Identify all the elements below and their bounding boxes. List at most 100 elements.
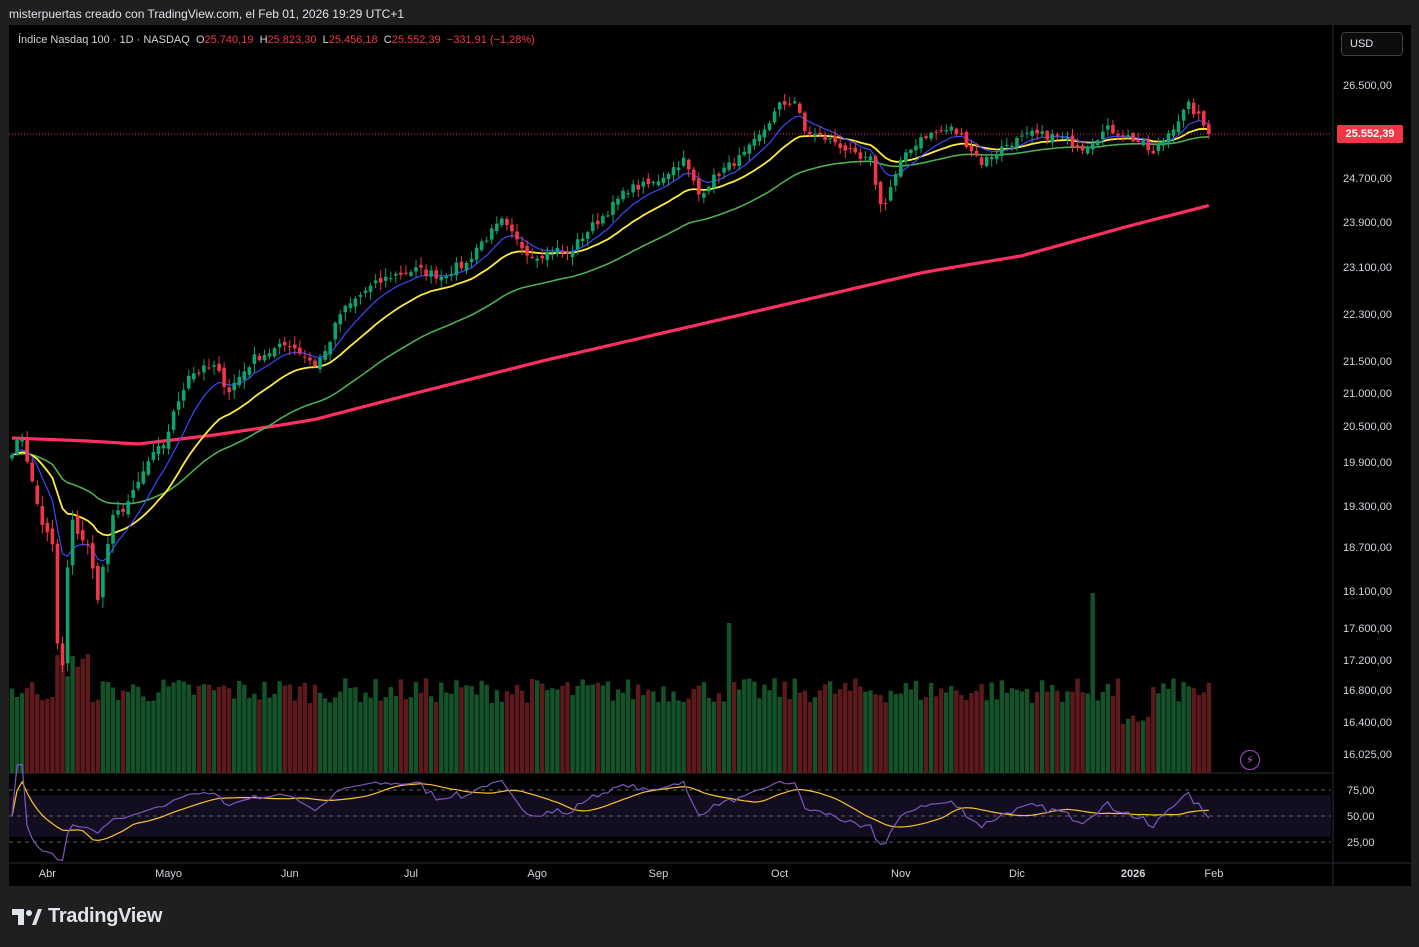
time-tick-label: Dic (1009, 868, 1025, 880)
candle-body (505, 218, 509, 226)
candle-body (1207, 124, 1211, 134)
candle-body (399, 272, 403, 275)
candle-body (91, 543, 95, 569)
volume-bar (338, 691, 343, 773)
candle-body (378, 277, 383, 283)
volume-bar (585, 685, 590, 773)
candle-body (80, 530, 85, 541)
candle-body (580, 238, 585, 242)
candle-body (934, 131, 938, 133)
volume-bar (994, 699, 999, 773)
volume-bar (555, 689, 560, 773)
candle-body (611, 201, 615, 215)
volume-bar (1196, 695, 1201, 773)
candle-body (570, 251, 575, 258)
candle-body (50, 528, 55, 545)
candle-body (121, 508, 125, 512)
lightning-icon[interactable]: ⚡ (1240, 750, 1260, 770)
volume-bar (1135, 721, 1141, 773)
volume-bar (1070, 691, 1075, 773)
volume-bar (1019, 691, 1025, 773)
volume-bar (792, 678, 797, 773)
price-tick-label: 17.600,00 (1343, 623, 1392, 635)
volume-bar (1191, 687, 1196, 773)
volume-bar (928, 682, 934, 773)
volume-bar (691, 688, 696, 773)
volume-bar (14, 696, 20, 773)
time-tick-label: 2026 (1121, 868, 1145, 880)
volume-bar (752, 681, 757, 773)
candle-body (202, 365, 206, 373)
price-chart[interactable]: 26.500,00 24.700,00 23.900,00 23.100,00 22.3… (9, 25, 1411, 886)
volume-bar (1034, 692, 1040, 773)
volume-bar (191, 694, 196, 773)
volume-bar (40, 700, 45, 773)
candle-body (495, 223, 499, 232)
candle-body (873, 156, 878, 185)
volume-bar (651, 691, 656, 773)
volume-bar (615, 689, 621, 773)
candle-body (217, 363, 221, 371)
candle-body (676, 167, 681, 171)
candle-body (212, 365, 216, 367)
open-label: O (195, 34, 205, 46)
volume-bar (1040, 680, 1045, 773)
volume-bar (302, 682, 308, 773)
volume-bar (363, 692, 368, 773)
volume-bar (893, 694, 898, 773)
chart-panel[interactable]: 26.500,00 24.700,00 23.900,00 23.100,00 22.3… (9, 25, 1411, 886)
candle-body (1085, 146, 1090, 154)
volume-bar (944, 692, 949, 773)
candle-body (489, 228, 494, 240)
volume-bar (1146, 716, 1151, 773)
candle-body (454, 262, 459, 276)
volume-bar (858, 686, 863, 773)
candle-body (10, 454, 14, 459)
candle-body (585, 232, 590, 239)
volume-bar (933, 696, 939, 773)
volume-bar (1004, 692, 1010, 773)
volume-bar (252, 693, 257, 773)
volume-bar (287, 684, 292, 773)
candle-body (484, 240, 489, 242)
volume-bar (186, 684, 191, 773)
candle-body (161, 445, 166, 449)
candle-body (792, 101, 797, 104)
volume-bar (1029, 702, 1035, 773)
volume-bar (348, 688, 353, 773)
volume-bar (681, 701, 686, 773)
volume-bar (297, 686, 303, 773)
volume-bar (873, 694, 878, 773)
candle-body (1025, 132, 1029, 134)
candle-body (1095, 140, 1100, 146)
candle-body (828, 138, 832, 140)
candle-body (1040, 131, 1044, 134)
candle-body (1176, 121, 1181, 133)
candle-body (737, 155, 741, 167)
candle-body (853, 147, 858, 153)
candle-body (75, 515, 80, 534)
currency-button[interactable]: USD (1341, 32, 1403, 56)
volume-bar (898, 693, 903, 773)
candle-body (893, 174, 898, 186)
candle-body (1151, 150, 1156, 154)
instrument-label[interactable]: Índice Nasdaq 100 · 1D · NASDAQ (18, 34, 190, 46)
volume-bar (661, 686, 666, 773)
candle-body (70, 519, 75, 566)
candle-body (661, 177, 666, 184)
volume-bar (575, 685, 580, 773)
candle-body (176, 401, 181, 410)
candle-body (515, 231, 519, 240)
volume-bar (742, 679, 747, 773)
price-tick-label: 26.500,00 (1343, 80, 1392, 92)
volume-bar (115, 700, 121, 773)
candle-body (131, 490, 135, 498)
volume-bar (1110, 695, 1116, 773)
candle-body (772, 111, 777, 123)
volume-bar (974, 690, 979, 773)
volume-bar (545, 690, 550, 773)
volume-bar (782, 681, 787, 773)
candle-body (994, 153, 999, 160)
volume-bar (1151, 686, 1156, 773)
volume-bar (9, 688, 15, 773)
